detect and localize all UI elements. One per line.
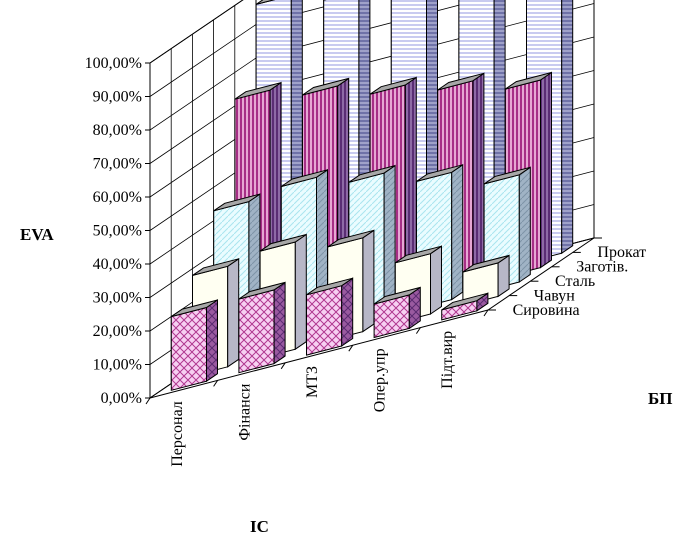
- bar-front-face: [306, 285, 343, 356]
- bar-top-face: [441, 292, 489, 311]
- x-tick-mark: [145, 397, 151, 405]
- y-axis-ticks: 0,00% 10,00% 20,00% 30,00% 40,00% 50,00% 60,00…: [85, 55, 150, 407]
- bar-side-face: [227, 257, 240, 368]
- y-tick-label: 20,00%: [93, 323, 142, 340]
- y-tick-label: 80,00%: [93, 122, 142, 139]
- bar-top-face: [437, 72, 485, 91]
- depth-tick-label: Заготів.: [576, 259, 628, 276]
- bar-side-face: [294, 233, 307, 351]
- x-tick-label: МТЗ: [304, 366, 321, 398]
- bar-top-face: [255, 0, 276, 5]
- depth-axis-title: БП: [648, 389, 672, 408]
- x-tick-mark: [280, 362, 286, 370]
- bar-side-face: [206, 299, 218, 383]
- depth-tick-label: Сировина: [513, 302, 580, 319]
- bar: [373, 286, 421, 339]
- bar: [441, 292, 489, 321]
- bar-side-face: [430, 245, 442, 315]
- bar-top-face: [171, 299, 218, 318]
- bar-side-face: [472, 72, 485, 287]
- bar-top-face: [327, 229, 375, 248]
- bar-top-face: [348, 165, 396, 183]
- y-tick-label: 100,00%: [85, 55, 142, 72]
- bar-side-face: [362, 229, 375, 333]
- bar-top-face: [302, 77, 349, 96]
- bar: [170, 299, 218, 391]
- bar: [238, 281, 286, 374]
- y-tick-label: 50,00%: [93, 223, 142, 240]
- bar-front-face: [238, 289, 275, 374]
- gridline-y: [149, 0, 244, 64]
- y-tick-label: 0,00%: [101, 390, 142, 407]
- bar-top-face: [281, 169, 328, 187]
- bar-side-face: [561, 0, 574, 255]
- y-tick-label: 10,00%: [93, 357, 142, 374]
- x-axis-title: ІС: [250, 517, 269, 536]
- y-tick-label: 70,00%: [93, 156, 142, 173]
- bar-top-face: [213, 193, 261, 212]
- x-tick-label: Підт.вир: [439, 331, 456, 389]
- bar-front-face: [170, 306, 207, 391]
- y-tick-label: 40,00%: [93, 256, 142, 273]
- x-tick-mark: [348, 344, 354, 352]
- bar-top-face: [462, 254, 510, 273]
- y-axis-title: EVA: [20, 225, 54, 244]
- x-tick-mark: [213, 380, 219, 387]
- bar-side-face: [341, 277, 354, 347]
- depth-tick-label: Чавун: [534, 287, 576, 304]
- y-tick-label: 60,00%: [93, 189, 142, 206]
- x-tick-label: Фінанси: [236, 383, 253, 440]
- bar-top-face: [416, 164, 463, 182]
- bar-group: [170, 0, 574, 391]
- bar-top-face: [395, 245, 442, 264]
- x-tick-mark: [415, 327, 421, 334]
- bar-side-face: [273, 281, 286, 365]
- bar-side-face: [518, 166, 531, 283]
- y-tick-label: 90,00%: [93, 89, 142, 106]
- bar: [306, 277, 354, 356]
- bar-top-face: [234, 82, 282, 100]
- bar-top-face: [373, 286, 421, 305]
- x-axis-ticks: Персонал Фінанси МТЗ Опер.упр Підт.вир: [145, 309, 489, 467]
- bar-top-face: [505, 72, 552, 90]
- bar-side-face: [540, 71, 552, 269]
- y-tick-label: 30,00%: [93, 290, 142, 307]
- bar-top-face: [483, 166, 531, 185]
- bar-top-face: [306, 277, 353, 296]
- bar-top-face: [192, 258, 239, 276]
- bar-top-face: [238, 281, 286, 300]
- depth-tick-label: Сталь: [555, 273, 595, 290]
- bar-top-face: [259, 234, 307, 252]
- x-tick-label: Опер.упр: [372, 348, 389, 412]
- bar-side-face: [451, 163, 464, 301]
- depth-tick-label: Прокат: [597, 244, 646, 261]
- x-tick-label: Персонал: [169, 401, 186, 467]
- bar-top-face: [369, 77, 417, 95]
- x-tick-mark: [483, 309, 489, 317]
